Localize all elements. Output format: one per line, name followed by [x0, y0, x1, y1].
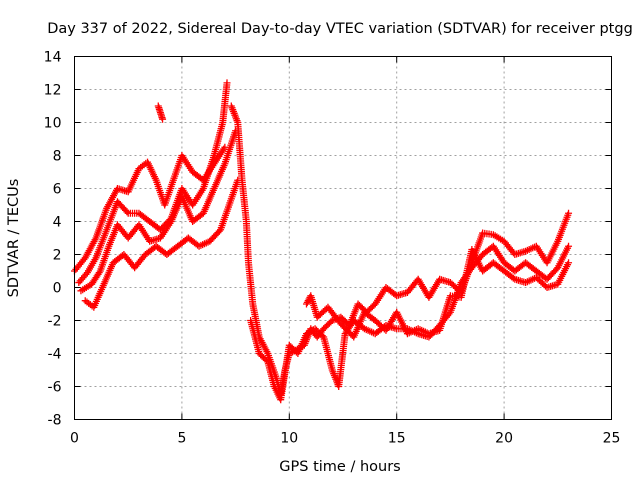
series-track-c	[77, 127, 240, 295]
y-tick-label: -8	[48, 413, 62, 429]
x-tick-label: 10	[280, 431, 298, 447]
data-points	[71, 79, 573, 404]
series-track-e	[154, 102, 167, 123]
series-track-d	[81, 176, 242, 311]
y-tick-label: 12	[44, 83, 62, 99]
series-track-g	[247, 242, 573, 404]
data-point	[123, 208, 131, 216]
y-tick-label: -4	[48, 347, 62, 363]
y-tick-label: 6	[53, 182, 62, 198]
data-point	[565, 209, 573, 217]
x-tick-label: 25	[603, 431, 621, 447]
data-point	[565, 242, 573, 250]
series-track-b	[75, 79, 231, 287]
y-tick-label: -6	[48, 380, 62, 396]
data-point	[223, 79, 231, 87]
data-point	[159, 115, 167, 123]
y-tick-label: 0	[53, 281, 62, 297]
y-tick-label: 8	[53, 149, 62, 165]
y-tick-label: 10	[44, 116, 62, 132]
y-tick-label: -2	[48, 314, 62, 330]
y-tick-label: 14	[44, 50, 62, 66]
y-tick-label: 2	[53, 248, 62, 264]
data-point	[95, 269, 103, 277]
x-tick-label: 0	[70, 431, 79, 447]
x-tick-label: 5	[177, 431, 186, 447]
x-tick-label: 15	[388, 431, 406, 447]
axis-ticks: 0 5 10 15 20 25 -8 -6 -4 -2 0 2 4 6 8 10 12 14	[44, 50, 621, 447]
y-tick-label: 4	[53, 215, 62, 231]
chart-title: Day 337 of 2022, Sidereal Day-to-day VTE…	[47, 21, 633, 37]
data-point	[82, 270, 90, 278]
y-axis-label: SDTVAR / TECUs	[6, 179, 22, 298]
data-point	[565, 259, 573, 267]
x-axis-label: GPS time / hours	[279, 459, 400, 475]
plot-frame	[74, 56, 612, 420]
x-tick-label: 20	[495, 431, 513, 447]
data-point	[215, 227, 223, 235]
series-track-h	[302, 246, 573, 341]
